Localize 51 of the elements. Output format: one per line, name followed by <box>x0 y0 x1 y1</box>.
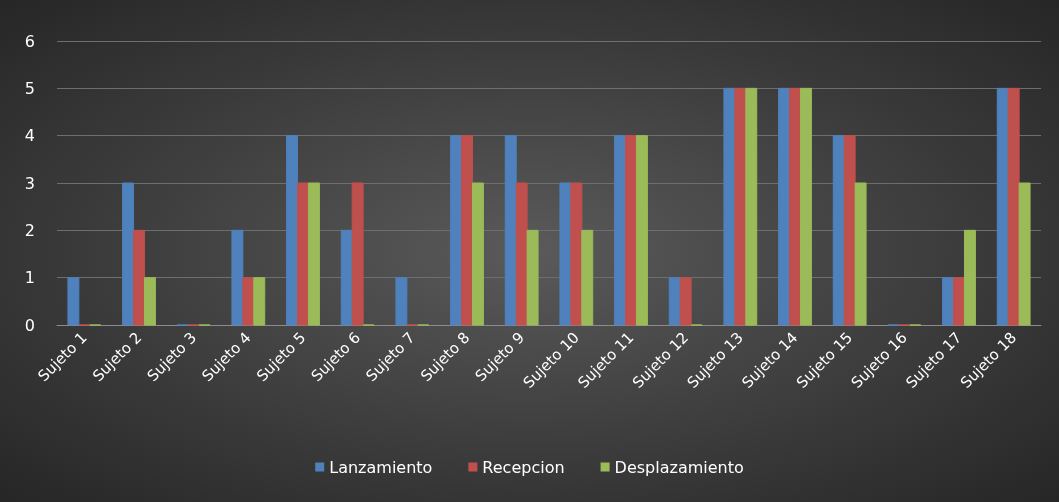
bar <box>942 277 955 326</box>
bar <box>581 229 594 326</box>
legend-label: Recepcion <box>482 457 565 477</box>
y-tick-label: 6 <box>24 31 35 51</box>
bar <box>614 135 627 326</box>
bar <box>734 87 747 326</box>
bar <box>635 135 648 326</box>
bar <box>253 277 266 326</box>
bar <box>133 229 145 326</box>
bar <box>625 135 637 326</box>
y-tick-label: 3 <box>24 173 35 193</box>
bar <box>122 182 135 326</box>
bar <box>778 87 791 326</box>
bar <box>450 135 463 326</box>
y-tick-label: 2 <box>24 220 35 240</box>
bar <box>789 87 801 326</box>
bar <box>832 135 845 326</box>
bar <box>854 182 867 326</box>
bar <box>559 182 572 326</box>
bar <box>286 135 299 326</box>
bar <box>1018 182 1031 326</box>
legend-label: Lanzamiento <box>329 457 433 477</box>
bar <box>395 277 408 326</box>
bar <box>996 87 1009 326</box>
bar <box>679 277 692 326</box>
y-tick-label: 4 <box>24 126 35 146</box>
bar <box>143 277 156 326</box>
bar <box>745 87 758 326</box>
bar <box>799 87 812 326</box>
bar <box>242 277 255 326</box>
bar <box>668 277 681 326</box>
bar <box>1007 87 1020 326</box>
bar <box>526 229 539 326</box>
bar <box>307 182 320 326</box>
y-tick-label: 0 <box>24 315 35 335</box>
bar <box>351 182 364 326</box>
bar <box>963 229 976 326</box>
bar <box>461 135 473 326</box>
bar <box>953 277 965 326</box>
bar <box>515 182 528 326</box>
y-tick-label: 5 <box>24 78 35 98</box>
bar <box>570 182 583 326</box>
bar <box>504 135 517 326</box>
bar <box>231 229 244 326</box>
bar <box>297 182 309 326</box>
bar <box>340 229 353 326</box>
bar <box>67 277 80 326</box>
legend-label: Desplazamiento <box>614 457 744 477</box>
bar <box>471 182 484 326</box>
bar <box>723 87 736 326</box>
y-tick-label: 1 <box>24 268 35 288</box>
